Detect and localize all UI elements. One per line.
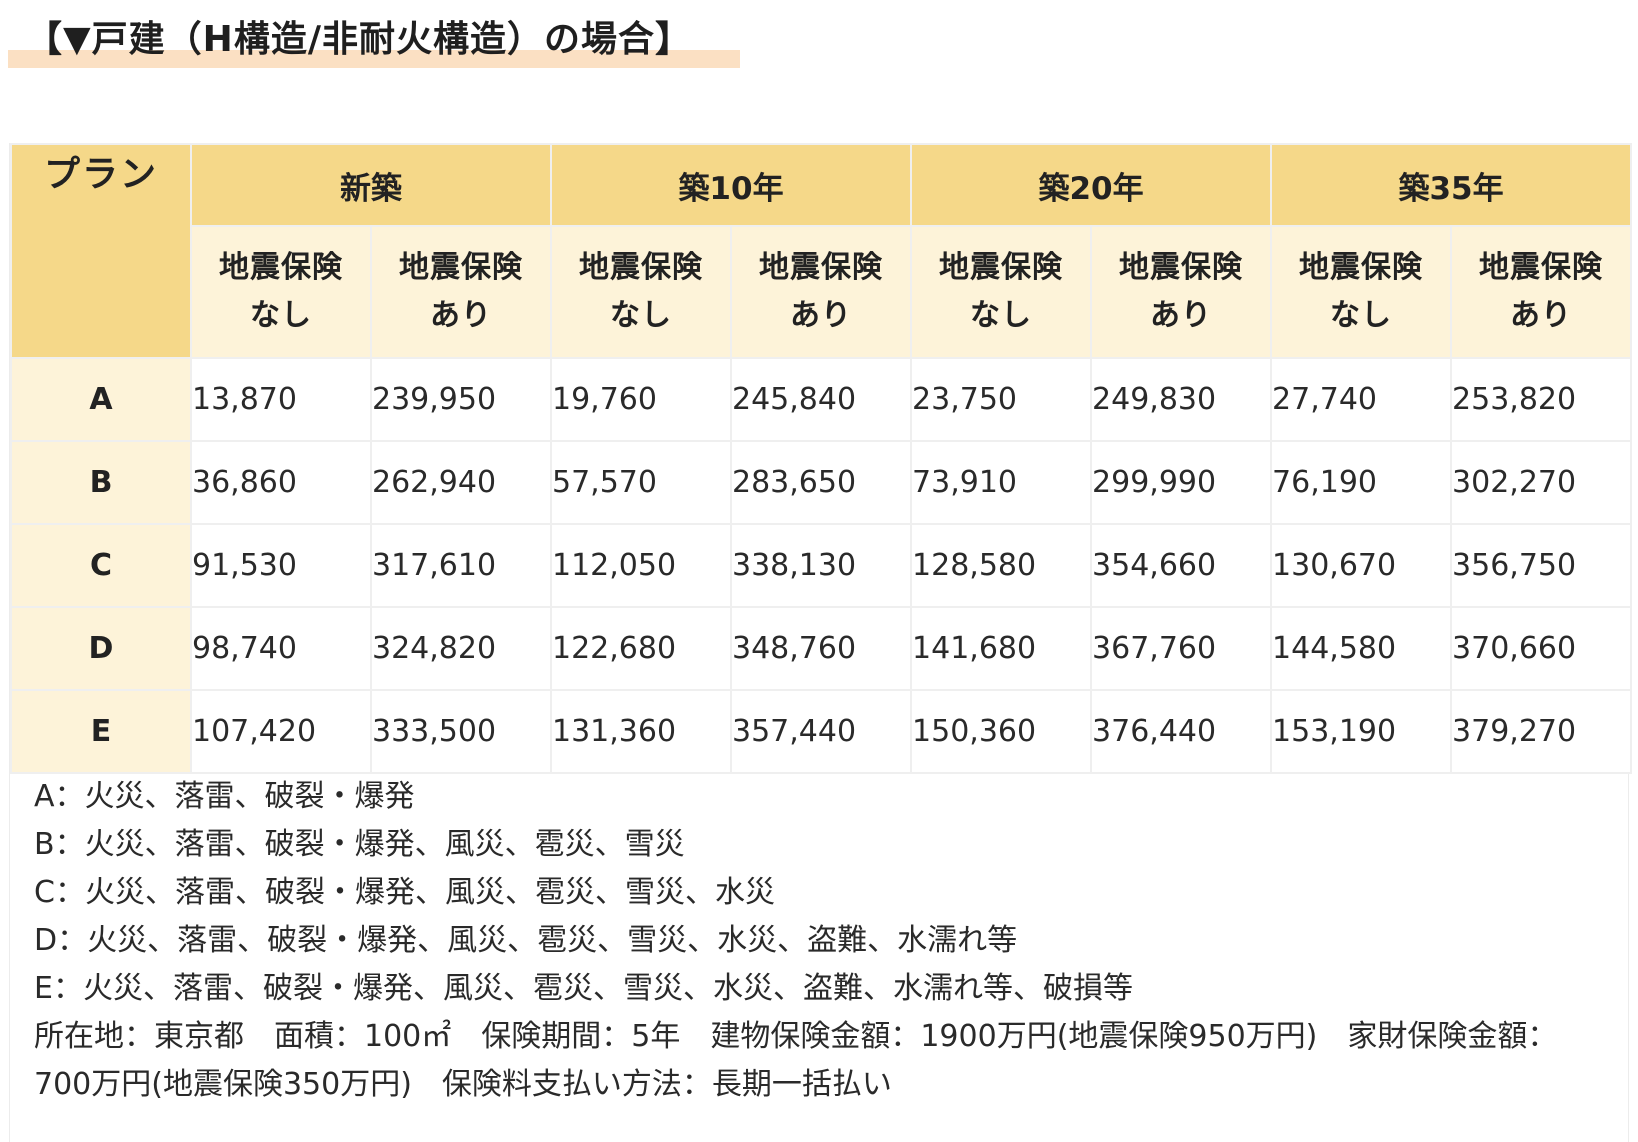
table-row-plan-e: E 107,420 333,500 131,360 357,440 150,36… <box>10 689 1633 774</box>
premium-cell: 144,580 <box>1270 606 1453 691</box>
premium-cell: 348,760 <box>729 606 913 691</box>
premium-cell: 76,190 <box>1270 440 1453 525</box>
sub-header-line1: 地震保険 <box>399 250 523 285</box>
premium-cell: 91,530 <box>190 523 372 608</box>
sub-header-line1: 地震保険 <box>1119 250 1244 285</box>
table-row-plan-d: D 98,740 324,820 122,680 348,760 141,680… <box>10 606 1633 691</box>
premium-cell: 36,860 <box>190 440 372 525</box>
sub-header-line2: あり <box>790 298 852 333</box>
sub-header-line1: 地震保険 <box>1479 250 1604 285</box>
plan-label: D <box>10 606 192 691</box>
premium-cell: 357,440 <box>729 689 913 774</box>
note-plan-d: D：火災、落雷、破裂・爆発、風災、雹災、雪災、水災、盗難、水濡れ等 <box>34 923 1018 958</box>
note-plan-b: B：火災、落雷、破裂・爆発、風災、雹災、雪災 <box>34 827 685 862</box>
premium-cell: 239,950 <box>370 357 552 442</box>
sub-header-line1: 地震保険 <box>759 250 883 285</box>
premium-cell: 253,820 <box>1450 357 1633 442</box>
sub-header-line2: なし <box>970 298 1033 333</box>
premium-cell: 153,190 <box>1270 689 1453 774</box>
age-header-10-years: 築10年 <box>549 143 913 227</box>
premium-cell: 122,680 <box>550 606 732 691</box>
premium-cell: 73,910 <box>910 440 1093 525</box>
sub-header-with-earthquake: 地震保険 あり <box>370 225 552 359</box>
sub-header-without-earthquake: 地震保険 なし <box>550 225 732 359</box>
premium-cell: 302,270 <box>1450 440 1633 525</box>
premium-cell: 150,360 <box>910 689 1093 774</box>
premium-table: プラン 新築 築10年 築20年 築35年 地震保険なし 地震保険あり 地震保険… <box>10 143 1633 774</box>
table-row-plan-b: B 36,860 262,940 57,570 283,650 73,910 2… <box>10 440 1633 525</box>
heading-highlight <box>8 50 740 68</box>
sub-header-with-earthquake: 地震保険 あり <box>729 225 913 359</box>
premium-cell: 379,270 <box>1450 689 1633 774</box>
table-notes: A：火災、落雷、破裂・爆発 B：火災、落雷、破裂・爆発、風災、雹災、雪災 C：火… <box>34 773 1594 1109</box>
heading-text: 【▼戸建（H構造/非耐火構造）の場合】 <box>26 19 692 60</box>
age-header-new: 新築 <box>190 143 552 227</box>
sub-header-line1: 地震保険 <box>579 250 703 285</box>
sub-header-line2: なし <box>610 298 672 333</box>
premium-cell: 338,130 <box>729 523 913 608</box>
sub-header-with-earthquake: 地震保険 あり <box>1450 225 1633 359</box>
premium-cell: 376,440 <box>1090 689 1273 774</box>
premium-cell: 98,740 <box>190 606 372 691</box>
premium-cell: 27,740 <box>1270 357 1453 442</box>
premium-table-container: プラン 新築 築10年 築20年 築35年 地震保険なし 地震保険あり 地震保険… <box>9 143 1633 1142</box>
section-heading: 【▼戸建（H構造/非耐火構造）の場合】 <box>8 10 740 70</box>
premium-cell: 367,760 <box>1090 606 1273 691</box>
premium-cell: 354,660 <box>1090 523 1273 608</box>
sub-header-line1: 地震保険 <box>219 250 343 285</box>
age-header-20-years: 築20年 <box>910 143 1273 227</box>
premium-cell: 299,990 <box>1090 440 1273 525</box>
premium-cell: 245,840 <box>729 357 913 442</box>
sub-header-with-earthquake: 地震保険 あり <box>1090 225 1273 359</box>
sub-header-line1: 地震保険 <box>1299 250 1424 285</box>
sub-header-line2: あり <box>430 298 492 333</box>
note-conditions: 所在地：東京都 面積：100㎡ 保険期間：5年 建物保険金額：1900万円(地震… <box>34 1019 1558 1102</box>
sub-header-without-earthquake: 地震保険 なし <box>1270 225 1453 359</box>
sub-header-line2: あり <box>1150 298 1213 333</box>
premium-cell: 107,420 <box>190 689 372 774</box>
sub-header-line2: あり <box>1510 298 1573 333</box>
premium-cell: 324,820 <box>370 606 552 691</box>
premium-cell: 112,050 <box>550 523 732 608</box>
table-row-plan-c: C 91,530 317,610 112,050 338,130 128,580… <box>10 523 1633 608</box>
premium-cell: 356,750 <box>1450 523 1633 608</box>
note-plan-a: A：火災、落雷、破裂・爆発 <box>34 779 415 814</box>
note-plan-c: C：火災、落雷、破裂・爆発、風災、雹災、雪災、水災 <box>34 875 775 910</box>
note-plan-e: E：火災、落雷、破裂・爆発、風災、雹災、雪災、水災、盗難、水濡れ等、破損等 <box>34 971 1133 1006</box>
plan-column-header: プラン <box>10 143 192 359</box>
premium-cell: 249,830 <box>1090 357 1273 442</box>
premium-cell: 128,580 <box>910 523 1093 608</box>
sub-header-without-earthquake: 地震保険 なし <box>910 225 1093 359</box>
age-header-35-years: 築35年 <box>1270 143 1633 227</box>
table-row-plan-a: A 13,870 239,950 19,760 245,840 23,750 2… <box>10 357 1633 442</box>
sub-header-line2: なし <box>250 298 312 333</box>
premium-cell: 13,870 <box>190 357 372 442</box>
premium-cell: 317,610 <box>370 523 552 608</box>
plan-label: A <box>10 357 192 442</box>
premium-cell: 23,750 <box>910 357 1093 442</box>
plan-label: E <box>10 689 192 774</box>
sub-header-without-earthquake: 地震保険 なし <box>190 225 372 359</box>
premium-cell: 141,680 <box>910 606 1093 691</box>
premium-cell: 130,670 <box>1270 523 1453 608</box>
premium-cell: 131,360 <box>550 689 732 774</box>
premium-cell: 19,760 <box>550 357 732 442</box>
premium-cell: 370,660 <box>1450 606 1633 691</box>
premium-cell: 57,570 <box>550 440 732 525</box>
sub-header-line2: なし <box>1330 298 1393 333</box>
premium-cell: 262,940 <box>370 440 552 525</box>
plan-label: C <box>10 523 192 608</box>
premium-cell: 283,650 <box>729 440 913 525</box>
premium-cell: 333,500 <box>370 689 552 774</box>
plan-label: B <box>10 440 192 525</box>
sub-header-line1: 地震保険 <box>939 250 1064 285</box>
